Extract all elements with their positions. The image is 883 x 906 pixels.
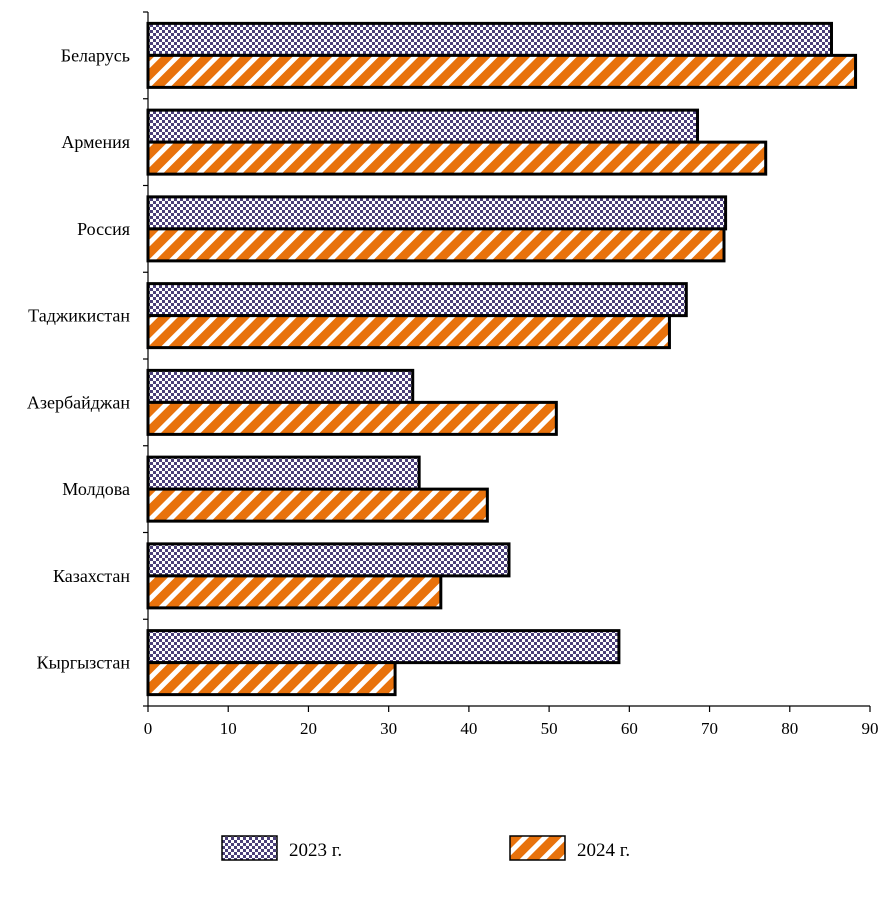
bar-series-2 xyxy=(146,400,558,436)
x-tick-label: 30 xyxy=(380,719,397,738)
legend-swatch xyxy=(221,835,278,861)
category-label: Россия xyxy=(77,219,130,239)
bar-series-2 xyxy=(146,140,768,176)
x-tick-label: 40 xyxy=(460,719,477,738)
x-tick-label: 0 xyxy=(144,719,153,738)
category-label: Таджикистан xyxy=(28,306,130,326)
legend-label: 2023 г. xyxy=(289,840,342,861)
legend: 2023 г. 2024 г. xyxy=(221,835,630,861)
x-tick-label: 20 xyxy=(300,719,317,738)
legend-swatch xyxy=(509,835,566,861)
plot-area: Беларусь Армения Россия Таджикистан Азербайд… xyxy=(27,11,879,738)
legend-label: 2024 г. xyxy=(577,840,630,861)
x-tick-label: 50 xyxy=(541,719,558,738)
bar-series-1 xyxy=(146,21,833,57)
x-tick-label: 70 xyxy=(701,719,718,738)
bar-series-1 xyxy=(146,368,415,404)
bar-series-2 xyxy=(146,227,726,263)
category-label: Кыргызстан xyxy=(37,653,131,673)
bar-series-1 xyxy=(146,542,511,578)
bar-series-2 xyxy=(146,314,671,350)
x-tick-label: 80 xyxy=(781,719,798,738)
bar-series-1 xyxy=(146,629,621,665)
category-label: Молдова xyxy=(62,479,130,499)
bar-series-2 xyxy=(146,661,397,697)
category-label: Азербайджан xyxy=(27,392,130,412)
bar-series-1 xyxy=(146,282,688,318)
x-tick-label: 60 xyxy=(621,719,638,738)
bar-series-2 xyxy=(146,53,858,89)
bar-series-1 xyxy=(146,455,421,491)
category-label: Беларусь xyxy=(61,45,130,65)
bar-series-2 xyxy=(146,487,489,523)
x-tick-label: 10 xyxy=(220,719,237,738)
x-tick-label: 90 xyxy=(862,719,879,738)
category-label: Казахстан xyxy=(53,566,130,586)
bar-series-1 xyxy=(146,195,728,231)
bar-series-2 xyxy=(146,574,443,610)
category-label: Армения xyxy=(61,132,130,152)
bar-series-1 xyxy=(146,108,700,144)
